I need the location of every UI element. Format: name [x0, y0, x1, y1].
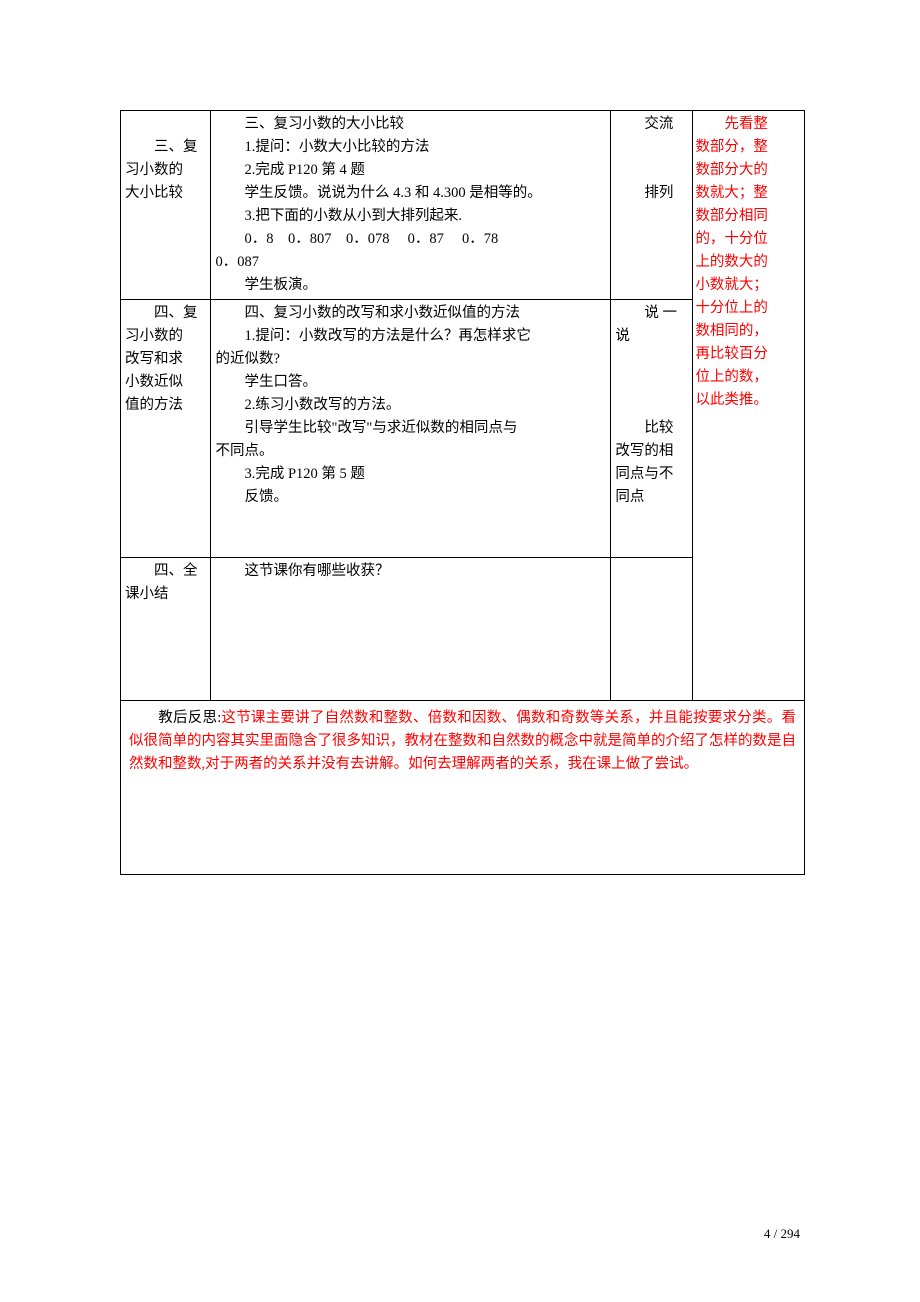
- text-line: [215, 509, 606, 532]
- text-line: [125, 606, 206, 629]
- text-line: 2.练习小数改写的方法。: [215, 394, 606, 417]
- text-line: 改写和求: [125, 348, 206, 371]
- text-line: 大小比较: [125, 182, 206, 205]
- text-line: 1.提问：小数改写的方法是什么？再怎样求它: [215, 325, 606, 348]
- text-line: 比较: [615, 417, 688, 440]
- text-line: 先看整: [695, 113, 802, 136]
- text-line: 的近似数?: [215, 348, 606, 371]
- text-line: 习小数的: [125, 159, 206, 182]
- text-line: 2.完成 P120 第 4 题: [215, 159, 606, 182]
- text-line: [129, 799, 796, 822]
- text-line: 习小数的: [125, 325, 206, 348]
- text-line: 数就大；整: [695, 182, 802, 205]
- text-line: 四、复: [125, 302, 206, 325]
- text-line: 数部分大的: [695, 159, 802, 182]
- text-line: 3.把下面的小数从小到大排列起来.: [215, 205, 606, 228]
- text-line: 的，十分位: [695, 228, 802, 251]
- text-line: 课小结: [125, 583, 206, 606]
- section-title-cell: 四、复 习小数的 改写和求 小数近似 值的方法: [121, 300, 211, 558]
- text-line: 数部分，整: [695, 136, 802, 159]
- text-line: 改写的相: [615, 440, 688, 463]
- text-line: [129, 822, 796, 845]
- activity-cell: 交流 排列: [611, 111, 693, 300]
- reflection-cell: 教后反思:这节课主要讲了自然数和整数、倍数和因数、偶数和奇数等关系，并且能按要求…: [121, 701, 805, 875]
- text-line: 上的数大的: [695, 251, 802, 274]
- reflection-text: 教后反思:这节课主要讲了自然数和整数、倍数和因数、偶数和奇数等关系，并且能按要求…: [129, 707, 796, 776]
- content-cell: 四、复习小数的改写和求小数近似值的方法 1.提问：小数改写的方法是什么？再怎样求…: [211, 300, 611, 558]
- text-line: 四、全: [125, 560, 206, 583]
- content-cell: 三、复习小数的大小比较 1.提问：小数大小比较的方法 2.完成 P120 第 4…: [211, 111, 611, 300]
- text-line: [615, 159, 688, 182]
- text-line: 小数就大；: [695, 274, 802, 297]
- text-line: [125, 652, 206, 675]
- section-title-cell: 三、复 习小数的 大小比较: [121, 111, 211, 300]
- text-line: 再比较百分: [695, 343, 802, 366]
- content-cell: 这节课你有哪些收获？: [211, 558, 611, 701]
- text-line: [129, 776, 796, 799]
- text-line: 三、复: [125, 136, 206, 159]
- text-line: [615, 348, 688, 371]
- text-line: 不同点。: [215, 440, 606, 463]
- text-line: 学生反馈。说说为什么 4.3 和 4.300 是相等的。: [215, 182, 606, 205]
- reflection-label: 教后反思:: [158, 710, 221, 726]
- text-line: 十分位上的: [695, 297, 802, 320]
- text-line: [615, 371, 688, 394]
- activity-cell: [611, 558, 693, 701]
- text-line: 3.完成 P120 第 5 题: [215, 463, 606, 486]
- text-line: 四、复习小数的改写和求小数近似值的方法: [215, 302, 606, 325]
- text-line: 说: [615, 325, 688, 348]
- text-line: 0．8 0．807 0．078 0．87 0．78: [215, 228, 606, 251]
- text-line: 这节课你有哪些收获？: [215, 560, 606, 583]
- reflection-row: 教后反思:这节课主要讲了自然数和整数、倍数和因数、偶数和奇数等关系，并且能按要求…: [121, 701, 805, 875]
- text-line: 以此类推。: [695, 389, 802, 412]
- text-line: 0．087: [215, 251, 606, 274]
- text-line: 三、复习小数的大小比较: [215, 113, 606, 136]
- text-line: 引导学生比较"改写"与求近似数的相同点与: [215, 417, 606, 440]
- text-line: 反馈。: [215, 486, 606, 509]
- page-container: 三、复 习小数的 大小比较 三、复习小数的大小比较 1.提问：小数大小比较的方法…: [0, 0, 920, 875]
- text-line: 说 一: [615, 302, 688, 325]
- text-line: 同点: [615, 486, 688, 509]
- text-line: [125, 629, 206, 652]
- text-line: [615, 394, 688, 417]
- text-line: 1.提问：小数大小比较的方法: [215, 136, 606, 159]
- text-line: 数部分相同: [695, 205, 802, 228]
- text-line: 位上的数，: [695, 366, 802, 389]
- activity-cell: 说 一 说 比较 改写的相 同点与不 同点: [611, 300, 693, 558]
- section-title-cell: 四、全 课小结: [121, 558, 211, 701]
- text-line: 小数近似: [125, 371, 206, 394]
- text-line: [125, 113, 206, 136]
- text-line: 学生口答。: [215, 371, 606, 394]
- page-number: 4 / 294: [764, 1226, 800, 1242]
- text-line: 排列: [615, 182, 688, 205]
- text-line: 学生板演。: [215, 274, 606, 297]
- notes-cell: 先看整 数部分，整 数部分大的 数就大；整 数部分相同 的，十分位 上的数大的 …: [693, 111, 805, 701]
- text-line: [125, 675, 206, 698]
- table-row: 三、复 习小数的 大小比较 三、复习小数的大小比较 1.提问：小数大小比较的方法…: [121, 111, 805, 300]
- reflection-body: 这节课主要讲了自然数和整数、倍数和因数、偶数和奇数等关系，并且能按要求分类。看似…: [129, 710, 796, 772]
- text-line: [615, 136, 688, 159]
- text-line: 数相同的，: [695, 320, 802, 343]
- lesson-plan-table: 三、复 习小数的 大小比较 三、复习小数的大小比较 1.提问：小数大小比较的方法…: [120, 110, 805, 875]
- text-line: 交流: [615, 113, 688, 136]
- text-line: [129, 845, 796, 868]
- text-line: 同点与不: [615, 463, 688, 486]
- text-line: 值的方法: [125, 394, 206, 417]
- text-line: [215, 532, 606, 555]
